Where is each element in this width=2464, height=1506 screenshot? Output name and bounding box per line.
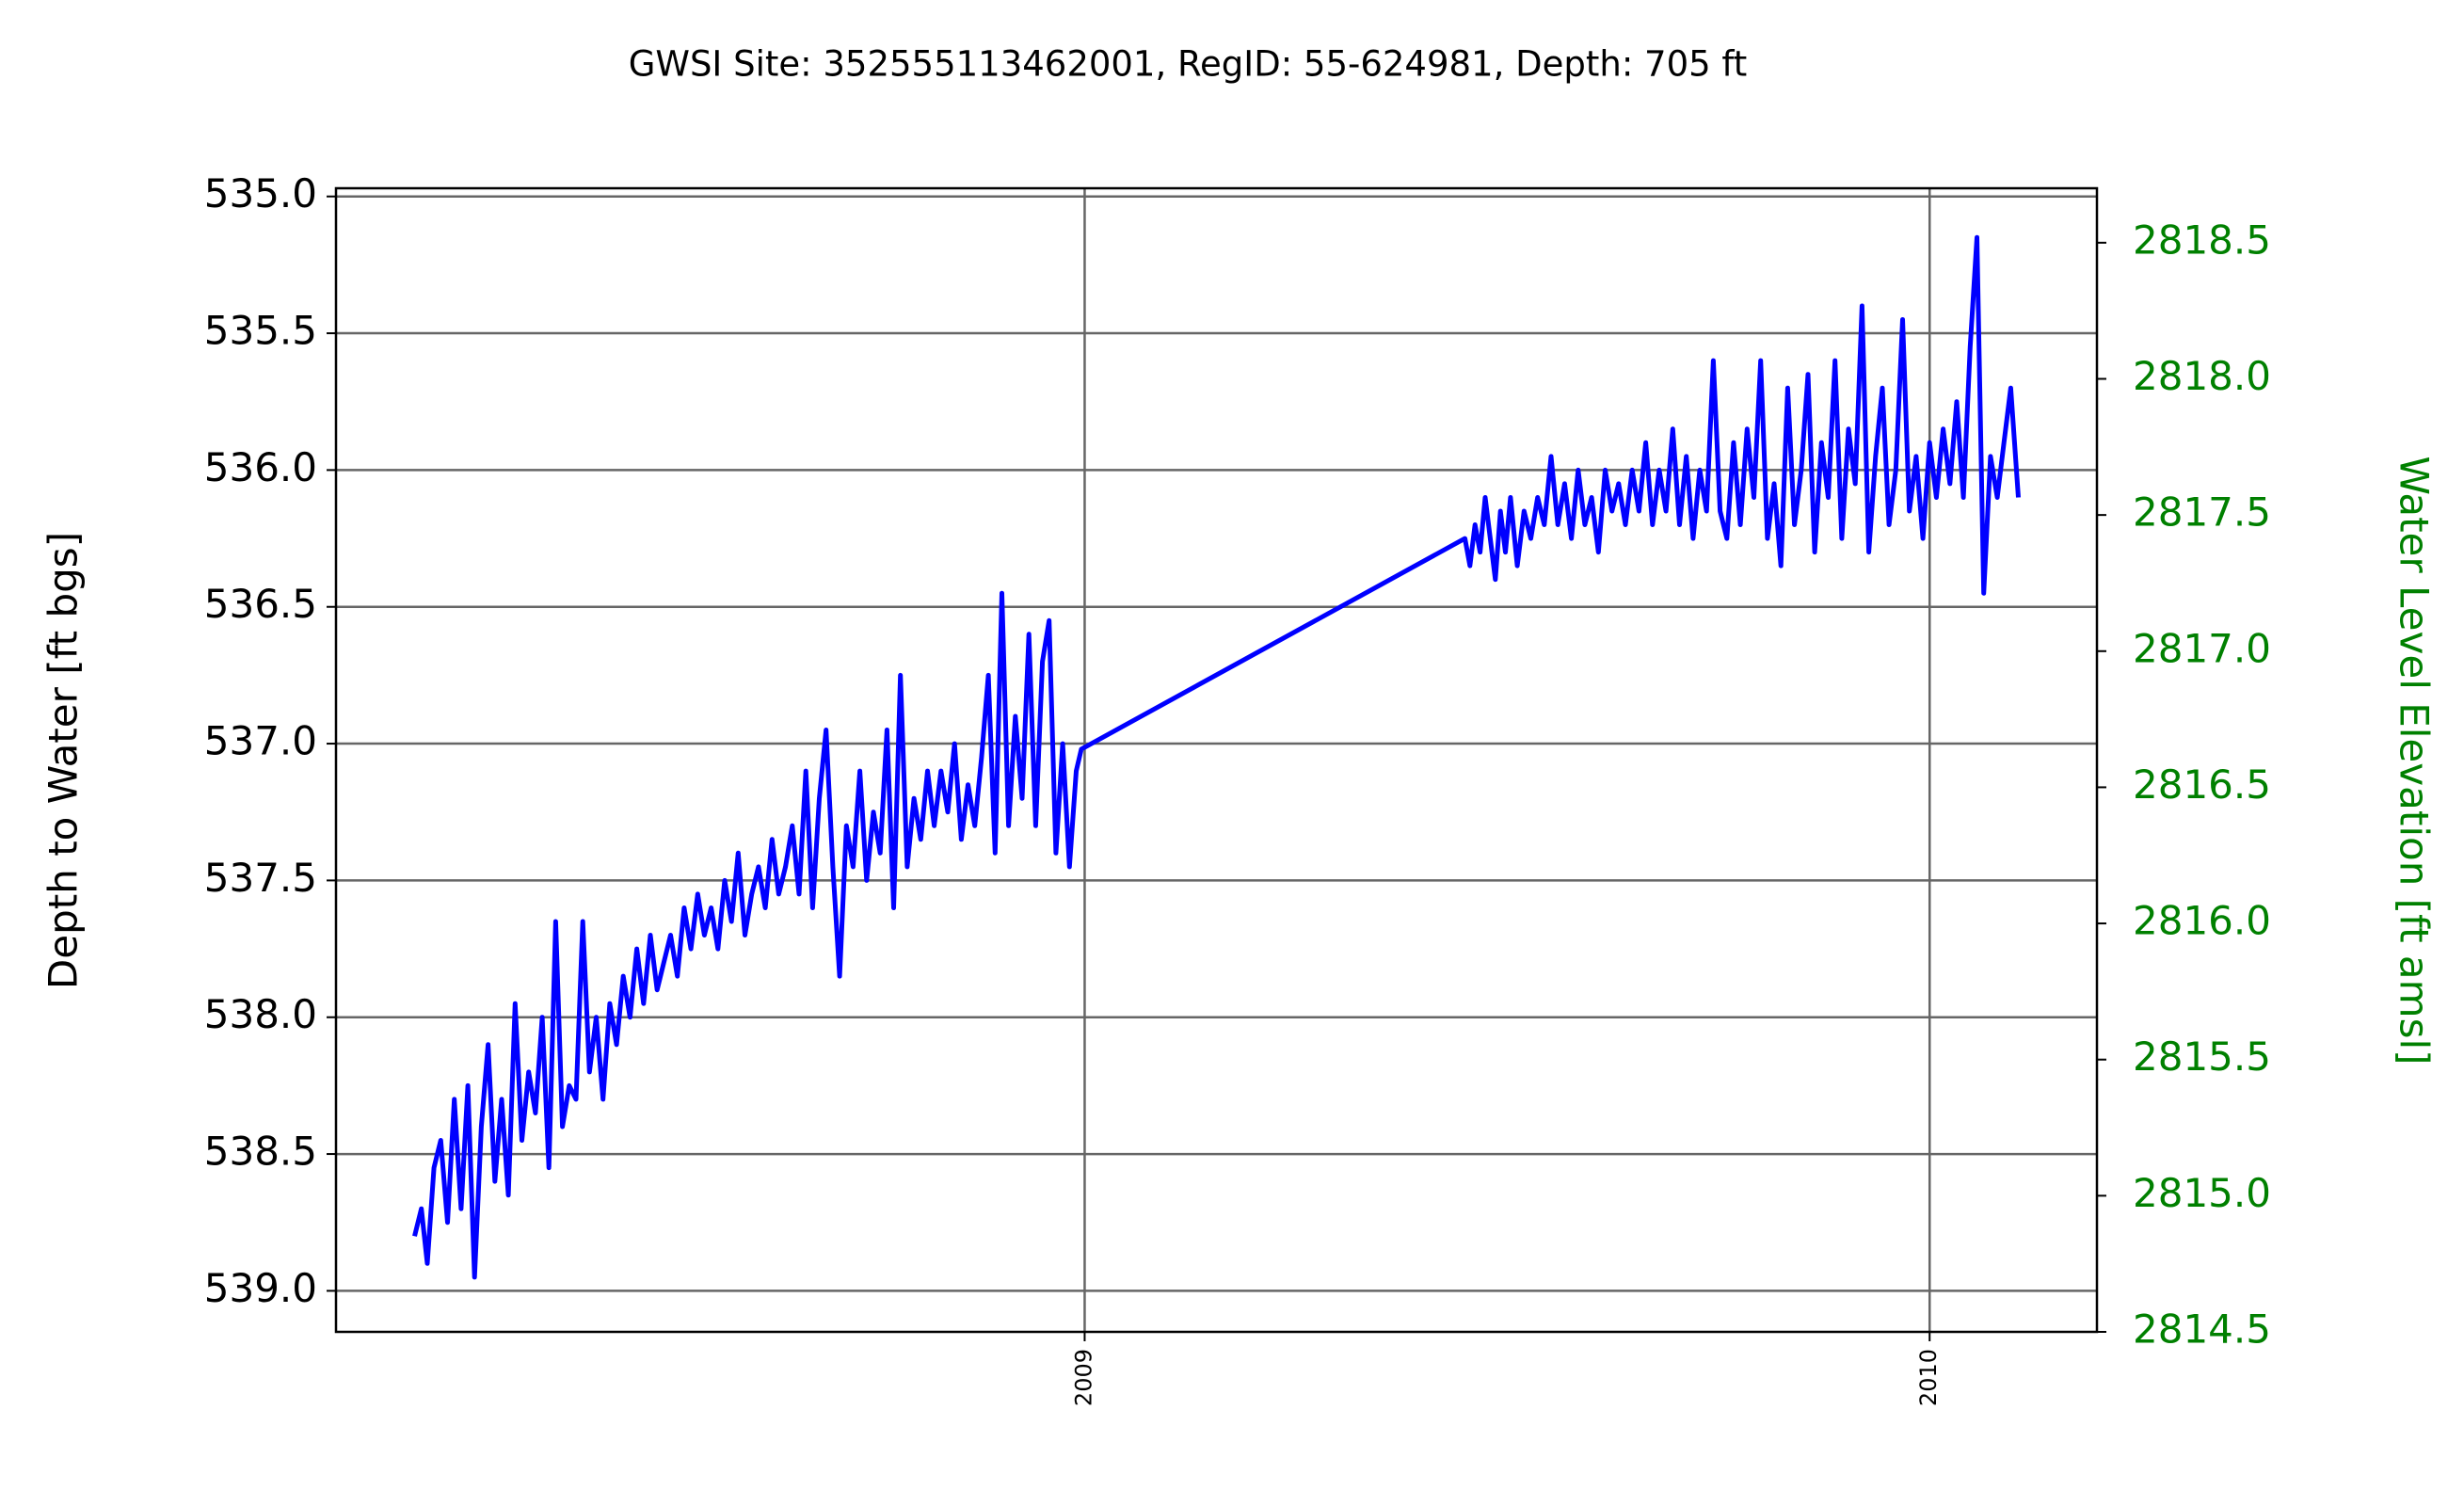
y-tick-label: 536.0 — [204, 444, 317, 490]
y2-tick-label: 2816.0 — [2133, 898, 2271, 944]
y2-tick-label: 2814.5 — [2133, 1306, 2271, 1353]
y-tick-label: 538.0 — [204, 991, 317, 1037]
y2-axis-label: Water Level Elevation [ft amsl] — [2392, 456, 2438, 1065]
y-tick-label: 537.5 — [204, 855, 317, 901]
x-tick-label: 2010 — [1915, 1349, 1942, 1406]
plot-frame — [334, 186, 2099, 1334]
y2-tick-label: 2817.0 — [2133, 625, 2271, 671]
y-tick-label: 539.0 — [204, 1265, 317, 1311]
y2-tick-label: 2815.5 — [2133, 1033, 2271, 1080]
y-tick-label: 535.5 — [204, 308, 317, 354]
y-tick-label: 537.0 — [204, 718, 317, 764]
data-line — [412, 234, 2021, 1280]
y-tick-label: 536.5 — [204, 581, 317, 627]
y2-tick-label: 2817.5 — [2133, 489, 2271, 536]
y-tick-label: 535.0 — [204, 170, 317, 216]
y2-tick-label: 2816.5 — [2133, 761, 2271, 808]
y2-tick-label: 2818.0 — [2133, 353, 2271, 399]
x-tick-label: 2009 — [1070, 1349, 1096, 1406]
y2-tick-label: 2815.0 — [2133, 1170, 2271, 1216]
chart-title: GWSI Site: 352555113462001, RegID: 55-62… — [629, 44, 1748, 85]
y-tick-label: 538.5 — [204, 1129, 317, 1175]
y-axis-label: Depth to Water [ft bgs] — [40, 532, 87, 989]
y2-tick-label: 2818.5 — [2133, 216, 2271, 263]
